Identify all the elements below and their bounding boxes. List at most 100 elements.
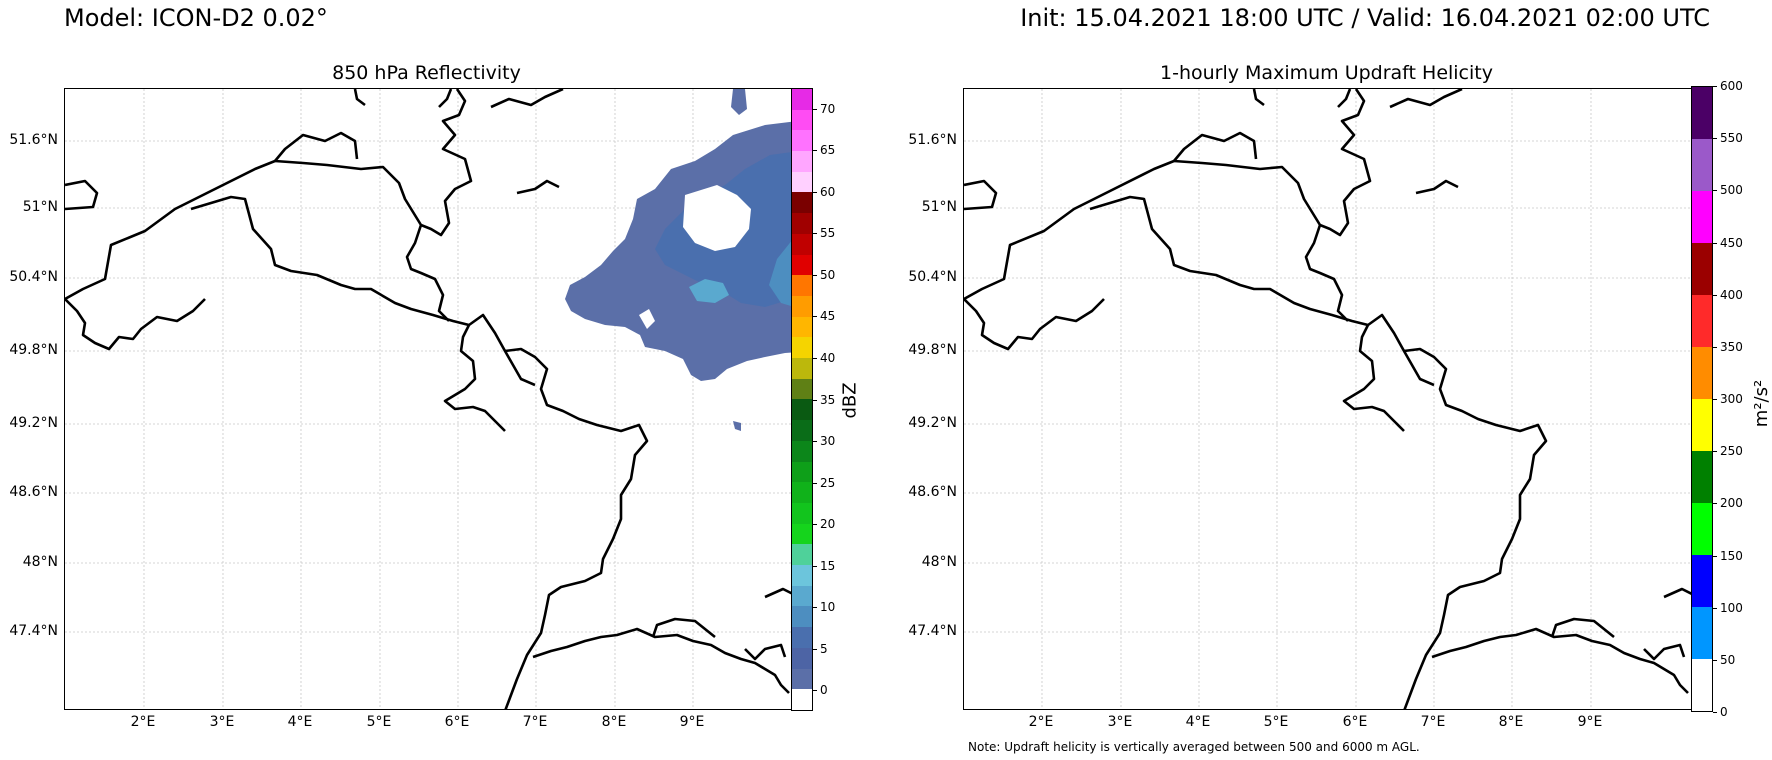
colorbar-segment (792, 420, 812, 441)
border-line (532, 627, 790, 694)
reflectivity-map (64, 88, 813, 710)
colorbar-segment (1692, 191, 1712, 243)
colorbar-tick-mark (813, 150, 817, 152)
border-line (651, 617, 716, 639)
colorbar-tick-mark (813, 441, 817, 443)
colorbar-tick-label: 25 (820, 475, 836, 490)
colorbar-tick-mark (1713, 190, 1717, 192)
lon-label: 6°E (444, 714, 470, 730)
reflectivity-title: 850 hPa Reflectivity (332, 62, 521, 84)
init-valid-time: Init: 15.04.2021 18:00 UTC / Valid: 16.0… (1020, 4, 1710, 32)
colorbar-segment (792, 337, 812, 359)
lon-label: 8°E (1498, 714, 1524, 730)
colorbar-tick-mark (813, 399, 817, 401)
colorbar-tick-mark (1713, 659, 1717, 661)
lon-label: 4°E (1185, 714, 1211, 730)
model-title: Model: ICON-D2 0.02° (64, 4, 328, 32)
helicity-map-svg (964, 89, 1692, 709)
colorbar-tick-mark (1713, 346, 1717, 348)
reflectivity-unit-label: dBZ (839, 382, 861, 419)
border-line (1431, 627, 1689, 694)
colorbar-segment (1692, 399, 1712, 451)
lon-label: 7°E (1420, 714, 1446, 730)
colorbar-tick-mark (813, 565, 817, 567)
border-line (1304, 224, 1349, 322)
border-line (65, 89, 473, 301)
colorbar-segment (1692, 607, 1712, 659)
colorbar-segment (1692, 139, 1712, 191)
colorbar-tick-label: 0 (1720, 705, 1728, 719)
border-line (964, 179, 998, 211)
colorbar-tick-label: 350 (1720, 339, 1743, 354)
colorbar-tick-mark (1713, 294, 1717, 296)
lat-label: 51°N (22, 199, 58, 215)
lon-label: 9°E (1577, 714, 1603, 730)
colorbar-tick-mark (813, 357, 817, 359)
border-line (744, 643, 787, 661)
border-line (443, 324, 506, 432)
colorbar-segment (792, 151, 812, 172)
precip-small-cell (733, 421, 741, 431)
lon-label: 3°E (1107, 714, 1133, 730)
colorbar-segment (1692, 243, 1712, 295)
colorbar-segment (1692, 87, 1712, 139)
colorbar-segment (1692, 451, 1712, 503)
reflectivity-colorbar (791, 88, 813, 711)
helicity-title: 1-hourly Maximum Updraft Helicity (1160, 62, 1493, 84)
colorbar-tick-label: 100 (1720, 600, 1743, 615)
colorbar-segment (792, 544, 812, 566)
precipitation-field (565, 89, 812, 431)
colorbar-tick-mark (813, 316, 817, 318)
colorbar-segment (792, 358, 812, 379)
colorbar-tick-mark (1713, 399, 1717, 400)
colorbar-segment (1692, 659, 1712, 711)
lat-label: 51.6°N (9, 132, 58, 148)
lat-label: 48°N (22, 554, 58, 570)
colorbar-tick-label: 450 (1720, 235, 1743, 250)
lon-label: 3°E (209, 714, 235, 730)
precip-light-blob (689, 279, 729, 303)
colorbar-tick-mark (813, 108, 817, 110)
lat-label: 47.4°N (9, 623, 58, 639)
colorbar-tick-mark (1713, 607, 1717, 609)
country-borders (65, 89, 812, 709)
lat-label: 50.4°N (908, 269, 957, 285)
colorbar-tick-label: 70 (820, 101, 836, 116)
colorbar-tick-label: 500 (1720, 183, 1743, 198)
colorbar-segment (792, 192, 812, 214)
colorbar-tick-label: 0 (820, 683, 828, 698)
border-line (190, 195, 649, 709)
border-line (490, 89, 564, 109)
border-line (65, 298, 206, 351)
helicity-map (963, 88, 1693, 710)
colorbar-tick-mark (813, 607, 817, 609)
colorbar-tick-label: 5 (820, 641, 828, 656)
lat-label: 51.6°N (908, 132, 957, 148)
border-line (1643, 643, 1686, 661)
colorbar-tick-label: 45 (820, 309, 836, 324)
colorbar-tick-mark (813, 191, 817, 193)
colorbar-segment (1692, 347, 1712, 399)
border-line (1089, 195, 1548, 709)
lon-label: 6°E (1342, 714, 1368, 730)
precip-pocket (639, 309, 655, 329)
colorbar-tick-label: 55 (820, 226, 836, 241)
border-line (405, 224, 450, 322)
colorbar-tick-mark (813, 233, 817, 235)
colorbar-segment (792, 502, 812, 524)
border-line (1173, 131, 1258, 162)
colorbar-segment (792, 316, 812, 338)
colorbar-tick-label: 35 (820, 392, 836, 407)
lon-label: 5°E (1263, 714, 1289, 730)
colorbar-tick-label: 400 (1720, 287, 1743, 302)
lat-label: 49.2°N (9, 415, 58, 431)
border-line (1342, 324, 1405, 432)
lon-label: 7°E (522, 714, 548, 730)
border-line (65, 179, 99, 211)
border-line (353, 89, 366, 107)
colorbar-segment (792, 378, 812, 400)
helicity-colorbar (1691, 86, 1713, 712)
colorbar-segment (792, 461, 812, 483)
colorbar-segment (792, 482, 812, 503)
colorbar-tick-mark (813, 274, 817, 276)
